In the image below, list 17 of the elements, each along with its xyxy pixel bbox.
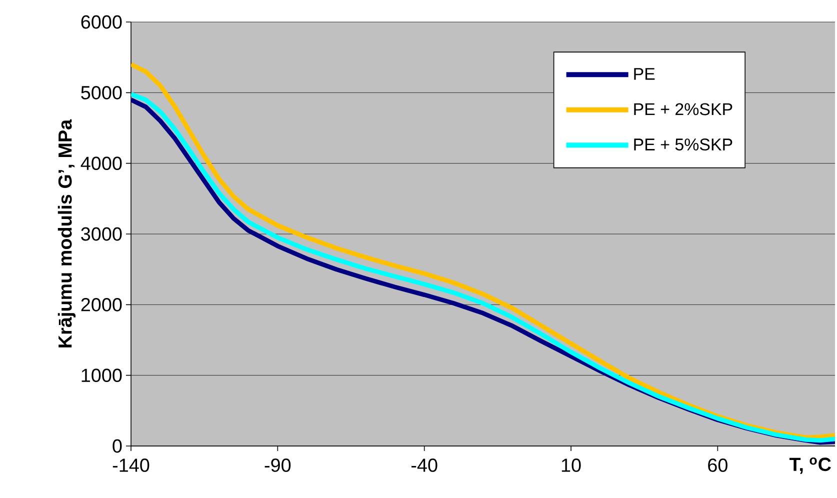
legend-label: PE [634,68,655,80]
y-tick-label: 3000 [81,227,122,241]
y-tick-label: 6000 [81,15,122,29]
x-tick-label: 10 [562,458,581,472]
x-tick-label: -90 [264,458,291,472]
y-tick-label: 0 [112,439,122,453]
legend-label: PE + 5%SKP [634,138,732,151]
x-tick-label: -40 [412,458,438,472]
x-axis-title: T, $^{o}$C [789,458,831,474]
legend-label: PE + 2%SKP [634,103,732,116]
y-tick-label: 4000 [80,156,122,170]
y-axis-title: Krājumu modulis G’, MPa [58,119,76,348]
y-tick-label: 5000 [81,86,122,100]
y-tick-label: 1000 [82,368,122,382]
y-tick-label: 2000 [81,298,122,312]
x-tick-label: 60 [708,458,728,472]
x-tick-label: -140 [112,458,150,472]
